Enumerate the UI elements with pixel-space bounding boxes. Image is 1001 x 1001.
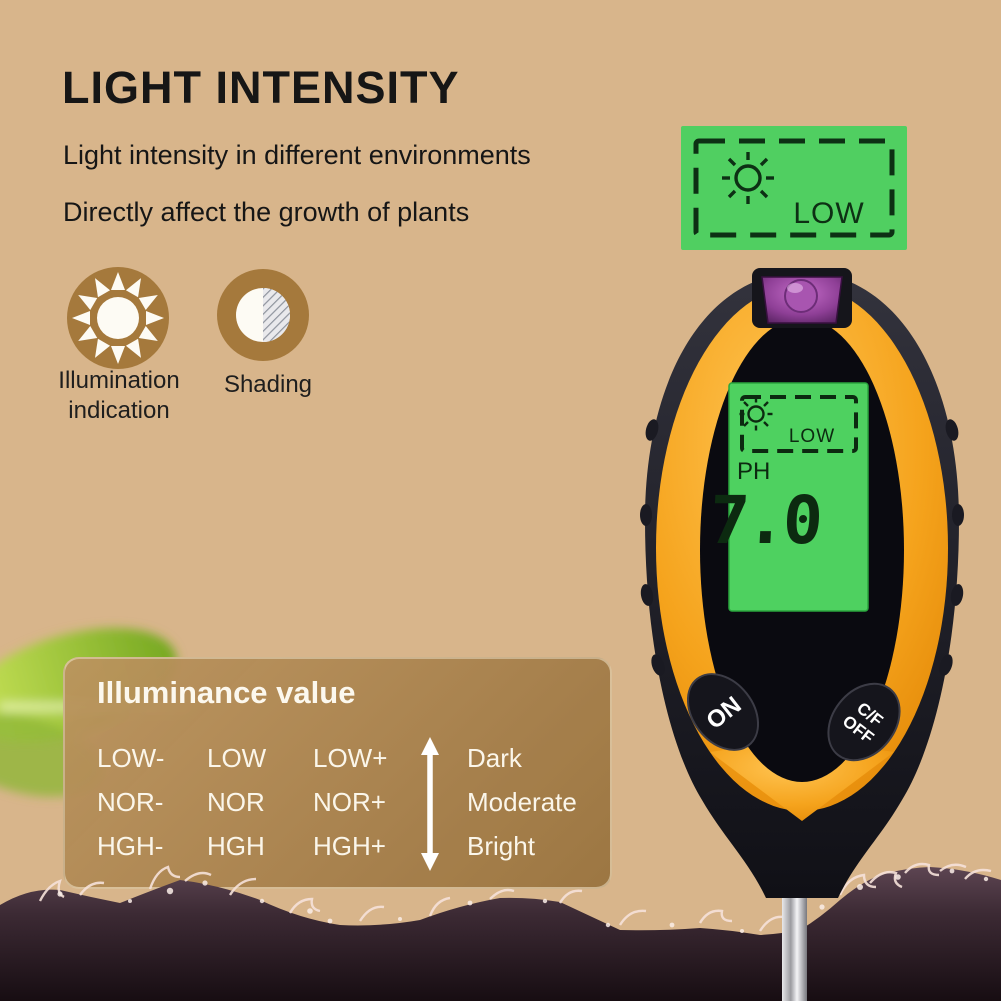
level-cell: HGH [207, 831, 265, 861]
device-lcd: LOW PH 7.0 [708, 382, 869, 612]
lcd-ph-value: 7.0 [708, 482, 822, 559]
soil-root-highlights [38, 862, 992, 932]
sun-icon [722, 152, 774, 204]
subtitle-line-1: Light intensity in different environment… [63, 140, 531, 170]
illumination-label-line2: indication [68, 397, 170, 424]
cf-off-button: C/F OFF [827, 682, 901, 762]
subtitle-line-2: Directly affect the growth of plants [63, 197, 470, 227]
lcd-callout-status: LOW [793, 197, 864, 230]
level-cell: NOR+ [313, 787, 386, 817]
level-cell: NOR [207, 787, 265, 817]
illuminance-panel: Illuminance value LOW- LOW LOW+ NOR- NOR… [63, 657, 612, 889]
sun-icon [739, 397, 773, 431]
lcd-callout-screen [681, 126, 907, 250]
soil-silhouette [0, 867, 1001, 1001]
level-cell: LOW+ [313, 743, 388, 773]
shading-icon [217, 269, 309, 361]
grip-nubs [640, 419, 964, 676]
level-cell: LOW [207, 743, 267, 773]
legend-icons [67, 267, 309, 369]
level-cell: HGH+ [313, 831, 386, 861]
page-title: LIGHT INTENSITY [62, 62, 460, 113]
brightness-label: Moderate [467, 787, 577, 817]
power-button: ON [686, 673, 760, 751]
level-cell: NOR- [97, 787, 164, 817]
level-cell: HGH- [97, 831, 164, 861]
light-sensor [752, 268, 852, 328]
soil-foreground [0, 862, 1001, 1001]
brightness-arrow-icon [421, 737, 439, 871]
lcd-dashed-frame [740, 395, 858, 453]
illuminance-panel-title: Illuminance value [97, 675, 356, 710]
illumination-label-line1: Illumination [58, 367, 180, 394]
soil-probe [782, 890, 807, 1001]
illumination-label: Illumination indication [28, 366, 210, 426]
lcd-ph-label: PH [737, 458, 770, 485]
shading-label: Shading [223, 371, 313, 398]
device-orange-v [710, 744, 894, 821]
soil-speckles [57, 868, 989, 933]
brightness-label: Bright [467, 831, 535, 861]
lcd-callout: LOW [681, 126, 907, 250]
level-cell: LOW- [97, 743, 165, 773]
brightness-label: Dark [467, 743, 522, 773]
lcd-status: LOW [789, 426, 835, 447]
illumination-sun-icon [67, 267, 169, 369]
lcd-callout-dashed-frame [693, 138, 895, 238]
